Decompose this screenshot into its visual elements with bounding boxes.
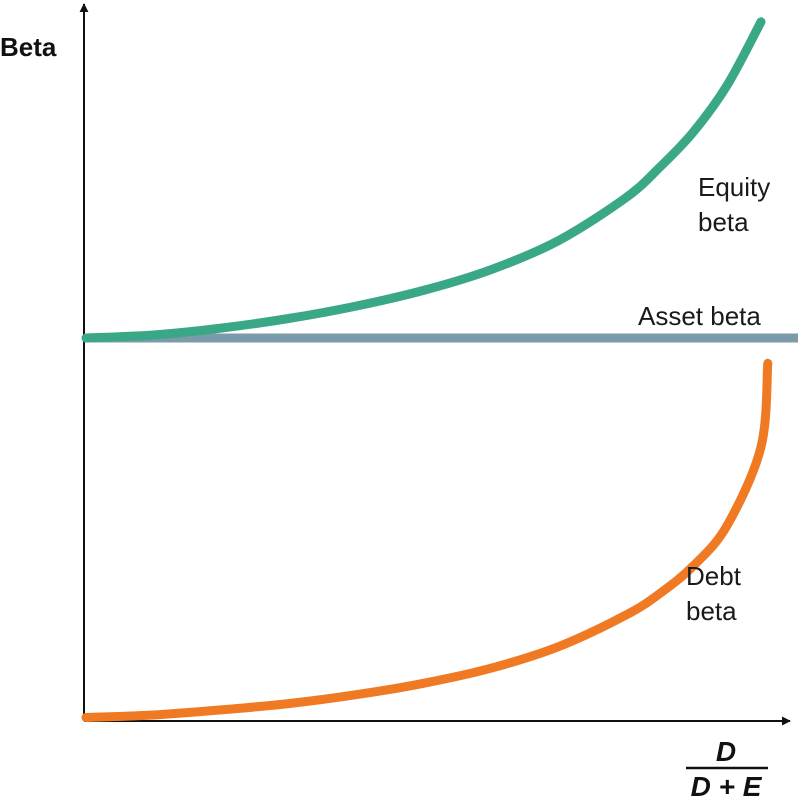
equity-beta-label-line-2: beta	[698, 207, 749, 237]
x-axis-label-numerator: D	[716, 736, 736, 767]
x-axis-label-denominator: D + E	[691, 771, 763, 797]
equity-beta-label: Equity beta	[698, 172, 778, 237]
equity-beta-line	[81, 17, 766, 343]
y-axis-label: Beta	[0, 32, 57, 62]
equity-beta-label-line-1: Equity	[698, 172, 770, 202]
debt-beta-label: Debt beta	[686, 561, 748, 626]
asset-beta-label: Asset beta	[638, 301, 761, 331]
debt-beta-line	[81, 358, 773, 722]
debt-beta-label-line-1: Debt	[686, 561, 742, 591]
debt-beta-label-line-2: beta	[686, 596, 737, 626]
